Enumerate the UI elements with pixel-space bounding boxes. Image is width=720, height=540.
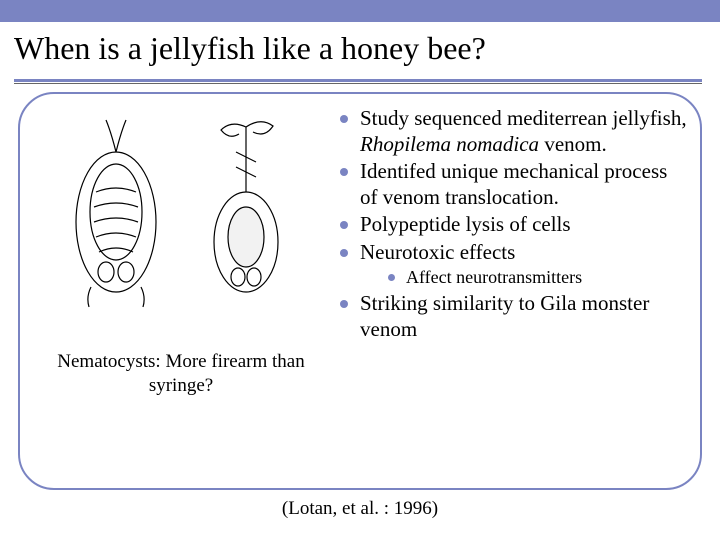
bullet-list: Study sequenced mediterrean jellyfish, R…: [338, 106, 690, 342]
bullet-item: Identifed unique mechanical process of v…: [338, 159, 690, 210]
bullet-item: Neurotoxic effects Affect neurotransmitt…: [338, 240, 690, 289]
bullet-item: Polypeptide lysis of cells: [338, 212, 690, 238]
figure-caption: Nematocysts: More firearm than syringe?: [51, 350, 311, 398]
sub-bullet-list: Affect neurotransmitters: [360, 266, 690, 289]
top-bar: [0, 0, 720, 22]
bullet-text: Polypeptide lysis of cells: [360, 212, 571, 236]
bullet-text-prefix: Study sequenced mediterrean jellyfish,: [360, 106, 687, 130]
nematocyst-coiled-icon: [61, 112, 171, 312]
title-underline: [14, 79, 702, 84]
bullet-item: Striking similarity to Gila monster veno…: [338, 291, 690, 342]
slide-title: When is a jellyfish like a honey bee?: [14, 30, 706, 67]
citation: (Lotan, et al. : 1996): [0, 498, 720, 520]
bullet-text-italic: Rhopilema nomadica: [360, 132, 539, 156]
sub-bullet-text: Affect neurotransmitters: [406, 267, 582, 287]
figure-column: Nematocysts: More firearm than syringe?: [30, 100, 332, 480]
sub-bullet-item: Affect neurotransmitters: [386, 266, 690, 289]
bullet-text: Neurotoxic effects: [360, 240, 515, 264]
title-area: When is a jellyfish like a honey bee?: [0, 22, 720, 73]
nematocyst-figure: [51, 112, 311, 322]
bullet-text: Identifed unique mechanical process of v…: [360, 159, 667, 209]
bullet-text: Striking similarity to Gila monster veno…: [360, 291, 649, 341]
body-area: Nematocysts: More firearm than syringe? …: [30, 100, 690, 480]
bullet-column: Study sequenced mediterrean jellyfish, R…: [332, 100, 690, 480]
bullet-item: Study sequenced mediterrean jellyfish, R…: [338, 106, 690, 157]
nematocyst-discharged-icon: [191, 112, 301, 312]
bullet-text-suffix: venom.: [539, 132, 607, 156]
